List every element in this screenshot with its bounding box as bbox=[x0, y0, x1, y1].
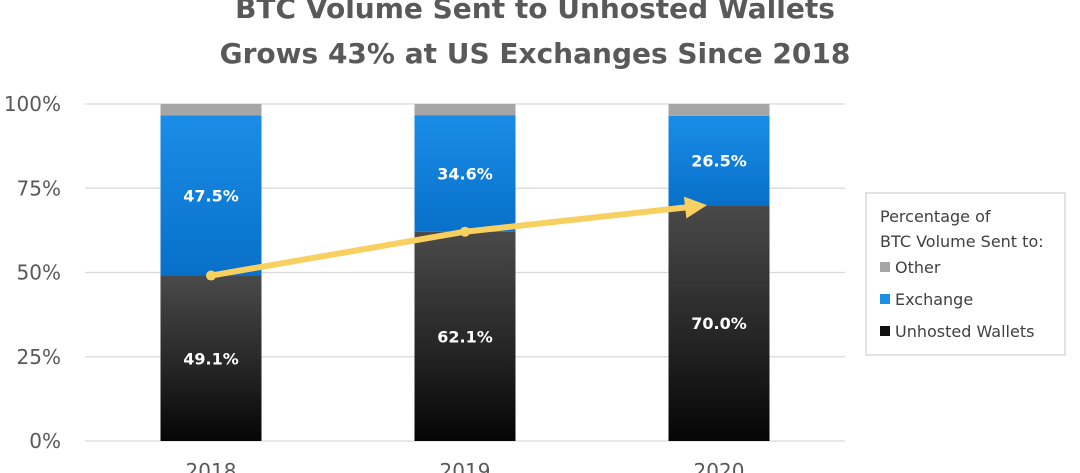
bars: 49.1% 47.5% 62.1% 34.6% 70.0% 26.5% bbox=[160, 104, 770, 441]
legend-label-exchange: Exchange bbox=[895, 290, 973, 309]
trend-arrow-head bbox=[683, 196, 707, 219]
data-label-unhosted-wallets-2020: 70.0% bbox=[691, 314, 747, 333]
data-label-exchange-2018: 47.5% bbox=[183, 186, 239, 205]
y-tick-label: 75% bbox=[17, 176, 61, 200]
y-tick-label: 0% bbox=[29, 429, 61, 453]
trend-line bbox=[206, 196, 707, 281]
x-axis-ticks: 2018 2019 2020 bbox=[186, 459, 745, 473]
legend-swatch-unhosted-wallets bbox=[880, 326, 890, 336]
y-tick-label: 25% bbox=[17, 345, 61, 369]
bar-exchange-2020 bbox=[668, 115, 770, 206]
bar-unhosted-wallets-2020 bbox=[668, 205, 770, 441]
legend-title-line-1: Percentage of bbox=[880, 207, 991, 226]
y-axis-ticks: 0% 25% 50% 75% 100% bbox=[4, 92, 61, 453]
x-tick-label-2018: 2018 bbox=[186, 459, 237, 473]
bar-exchange-2019 bbox=[414, 115, 516, 232]
bar-unhosted-wallets-2019 bbox=[414, 231, 516, 441]
data-label-exchange-2020: 26.5% bbox=[691, 151, 747, 170]
legend-label-other: Other bbox=[895, 258, 941, 277]
data-label-unhosted-wallets-2018: 49.1% bbox=[183, 349, 239, 368]
bar-other-2018 bbox=[160, 104, 262, 116]
data-label-exchange-2019: 34.6% bbox=[437, 164, 493, 183]
legend-swatch-exchange bbox=[880, 294, 890, 304]
chart-subtitle: Grows 43% at US Exchanges Since 2018 bbox=[220, 37, 851, 70]
legend-box bbox=[865, 192, 1066, 356]
bar-exchange-2018 bbox=[160, 115, 262, 276]
bar-unhosted-wallets-2018 bbox=[160, 275, 262, 441]
legend: Percentage of BTC Volume Sent to: Other … bbox=[865, 192, 1066, 356]
y-tick-label: 50% bbox=[17, 261, 61, 285]
y-tick-label: 100% bbox=[4, 92, 61, 116]
legend-title-line-2: BTC Volume Sent to: bbox=[880, 232, 1044, 251]
bar-other-2020 bbox=[668, 104, 770, 116]
legend-label-unhosted-wallets: Unhosted Wallets bbox=[895, 322, 1034, 341]
trend-point-2018 bbox=[206, 270, 216, 281]
bar-other-2019 bbox=[414, 104, 516, 116]
chart-title: BTC Volume Sent to Unhosted Wallets bbox=[235, 0, 835, 25]
x-tick-label-2020: 2020 bbox=[694, 459, 745, 473]
x-tick-label-2019: 2019 bbox=[440, 459, 491, 473]
trend-point-2019 bbox=[460, 226, 470, 237]
data-label-unhosted-wallets-2019: 62.1% bbox=[437, 327, 493, 346]
legend-swatch-other bbox=[880, 262, 890, 272]
